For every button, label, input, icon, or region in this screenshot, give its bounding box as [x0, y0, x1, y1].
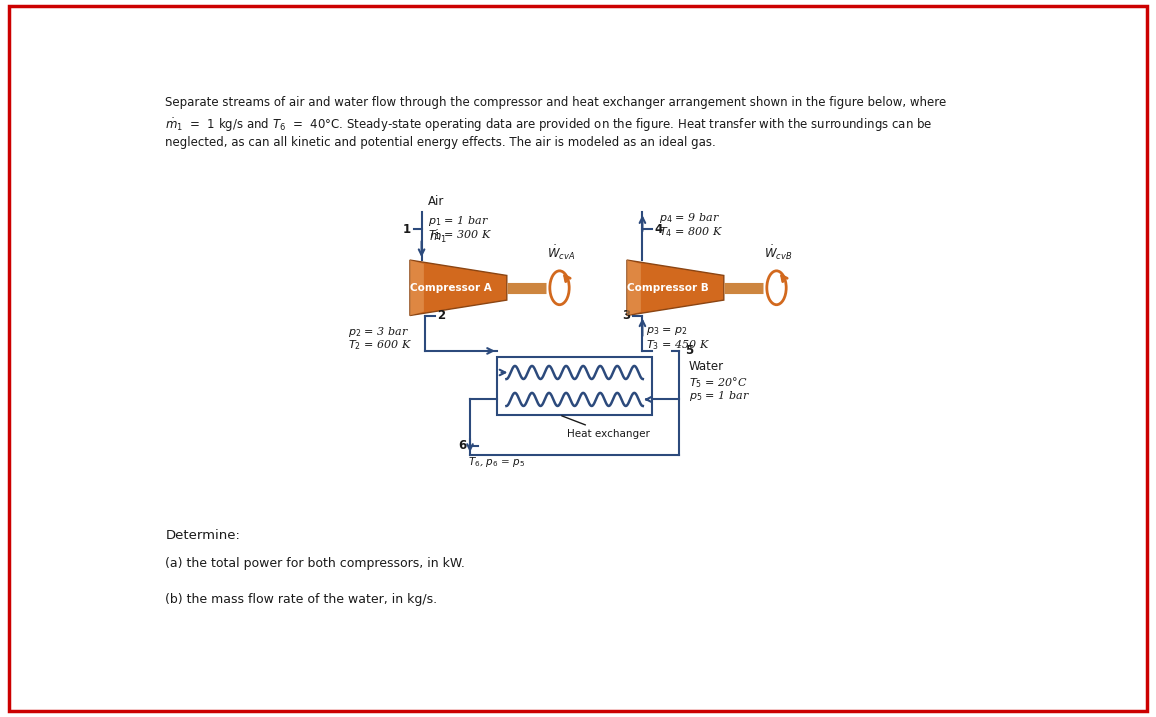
Text: $\dot{m}_1$  =  1 kg/s and $T_6$  =  40°C. Steady-state operating data are provi: $\dot{m}_1$ = 1 kg/s and $T_6$ = 40°C. S… [165, 116, 933, 133]
Text: Heat exchanger: Heat exchanger [562, 416, 650, 439]
Text: Compressor A: Compressor A [409, 282, 491, 293]
Text: Air: Air [428, 195, 444, 208]
Text: 4: 4 [654, 223, 664, 236]
Text: Compressor B: Compressor B [627, 282, 709, 293]
Polygon shape [410, 260, 506, 315]
Text: $T_1$ = 300 K: $T_1$ = 300 K [428, 228, 491, 242]
Text: $p_1$ = 1 bar: $p_1$ = 1 bar [428, 214, 489, 228]
Text: 6: 6 [459, 439, 467, 452]
Text: $T_2$ = 600 K: $T_2$ = 600 K [348, 338, 412, 352]
Text: 3: 3 [622, 309, 630, 322]
Text: (a) the total power for both compressors, in kW.: (a) the total power for both compressors… [165, 557, 466, 570]
Bar [497, 357, 652, 415]
Text: neglected, as can all kinetic and potential energy effects. The air is modeled a: neglected, as can all kinetic and potent… [165, 136, 717, 149]
Text: $p_4$ = 9 bar: $p_4$ = 9 bar [659, 211, 720, 225]
Text: (b) the mass flow rate of the water, in kg/s.: (b) the mass flow rate of the water, in … [165, 594, 438, 607]
Text: $T_6$, $p_6$ = $p_5$: $T_6$, $p_6$ = $p_5$ [468, 455, 526, 469]
Polygon shape [627, 260, 640, 315]
Text: 1: 1 [402, 223, 410, 236]
Polygon shape [627, 260, 724, 315]
Text: Water: Water [689, 360, 724, 373]
Text: $\dot{W}_{cvB}$: $\dot{W}_{cvB}$ [764, 244, 792, 262]
Text: $p_2$ = 3 bar: $p_2$ = 3 bar [348, 325, 409, 338]
Text: 5: 5 [686, 344, 694, 357]
Text: $p_3$ = $p_2$: $p_3$ = $p_2$ [646, 325, 688, 337]
Text: $T_3$ = 450 K: $T_3$ = 450 K [646, 338, 711, 352]
Text: $T_5$ = 20°C: $T_5$ = 20°C [689, 376, 747, 390]
Text: $\dot{W}_{cvA}$: $\dot{W}_{cvA}$ [547, 244, 576, 262]
Text: 2: 2 [437, 309, 445, 322]
Text: $T_4$ = 800 K: $T_4$ = 800 K [659, 225, 724, 239]
Text: $\dot{m}_1$: $\dot{m}_1$ [429, 229, 447, 245]
Text: Separate streams of air and water flow through the compressor and heat exchanger: Separate streams of air and water flow t… [165, 96, 947, 109]
Text: $p_5$ = 1 bar: $p_5$ = 1 bar [689, 389, 749, 404]
Polygon shape [410, 260, 424, 315]
Text: Determine:: Determine: [165, 529, 240, 542]
